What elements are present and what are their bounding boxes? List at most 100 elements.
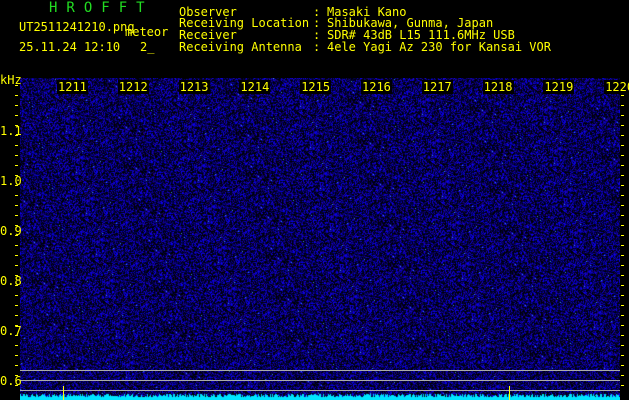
y-tick-mark	[15, 95, 18, 96]
y-tick-mark	[15, 375, 18, 376]
y-tick-mark	[621, 185, 624, 186]
y-tick-mark	[621, 235, 624, 236]
x-tick-label: 1214	[239, 80, 271, 94]
y-tick-mark	[621, 175, 624, 176]
y-tick-mark	[15, 305, 18, 306]
y-tick-mark	[621, 345, 624, 346]
y-tick-mark	[15, 105, 18, 106]
y-tick-label: 1.0	[0, 174, 22, 188]
y-tick-label: 0.8	[0, 274, 22, 288]
y-tick-mark	[15, 345, 18, 346]
y-tick-mark	[15, 295, 18, 296]
y-tick-mark	[15, 335, 18, 336]
y-tick-mark	[621, 95, 624, 96]
waterfall-spectrogram	[20, 78, 620, 400]
frequency-guide-line	[20, 390, 620, 391]
colon: :	[313, 40, 321, 54]
x-tick-label: 1212	[117, 80, 149, 94]
x-tick-label: 1219	[543, 80, 575, 94]
y-tick-mark	[15, 285, 18, 286]
colon: :	[313, 16, 321, 30]
y-tick-mark	[15, 85, 18, 86]
y-tick-mark	[15, 155, 18, 156]
y-tick-mark	[15, 175, 18, 176]
y-tick-mark	[15, 385, 18, 386]
y-axis-unit: kHz	[0, 73, 22, 87]
y-tick-mark	[15, 125, 18, 126]
y-tick-mark	[621, 265, 624, 266]
y-tick-mark	[621, 205, 624, 206]
y-tick-mark	[15, 225, 18, 226]
y-tick-mark	[621, 375, 624, 376]
colon: :	[313, 5, 321, 19]
y-tick-mark	[621, 115, 624, 116]
x-tick-label: 1213	[178, 80, 210, 94]
y-tick-mark	[15, 235, 18, 236]
x-tick-label: 1215	[300, 80, 332, 94]
y-tick-mark	[15, 255, 18, 256]
y-tick-mark	[621, 255, 624, 256]
y-tick-mark	[621, 225, 624, 226]
y-tick-mark	[15, 245, 18, 246]
info-label-location: Receiving Location	[179, 16, 310, 30]
frequency-guide-line	[20, 370, 620, 371]
y-tick-mark	[15, 265, 18, 266]
info-value-location: Shibukawa, Gunma, Japan	[327, 16, 494, 30]
y-tick-mark	[621, 315, 624, 316]
info-value-antenna: 4ele Yagi Az 230 for Kansai VOR	[327, 40, 551, 54]
datetime: 25.11.24 12:10	[19, 40, 121, 54]
mode-label: meteor	[125, 25, 169, 39]
y-tick-mark	[621, 125, 624, 126]
x-tick-label: 1217	[421, 80, 453, 94]
frequency-guide-line	[20, 380, 620, 381]
y-tick-mark	[15, 355, 18, 356]
y-tick-mark	[15, 165, 18, 166]
y-tick-mark	[621, 305, 624, 306]
y-tick-mark	[621, 135, 624, 136]
y-tick-mark	[621, 275, 624, 276]
app-title: HROFFT	[49, 0, 154, 16]
detection-marker	[509, 386, 510, 400]
y-tick-mark	[15, 325, 18, 326]
y-tick-mark	[621, 165, 624, 166]
detection-marker	[63, 386, 64, 400]
x-tick-label: 1218	[482, 80, 514, 94]
y-tick-mark	[621, 355, 624, 356]
y-tick-mark	[15, 115, 18, 116]
y-tick-mark	[15, 135, 18, 136]
y-tick-mark	[621, 245, 624, 246]
x-tick-label: 1211	[57, 80, 88, 94]
info-value-receiver: SDR# 43dB L15 111.6MHz USB	[327, 28, 515, 42]
y-tick-mark	[621, 215, 624, 216]
y-tick-mark	[15, 365, 18, 366]
y-tick-mark	[621, 195, 624, 196]
y-tick-mark	[621, 105, 624, 106]
y-tick-mark	[15, 185, 18, 186]
info-label-antenna: Receiving Antenna	[179, 40, 302, 54]
y-tick-mark	[621, 385, 624, 386]
y-tick-mark	[621, 285, 624, 286]
info-label-receiver: Receiver	[179, 28, 237, 42]
info-value-observer: Masaki Kano	[327, 5, 407, 19]
y-tick-mark	[621, 335, 624, 336]
y-tick-mark	[621, 145, 624, 146]
x-tick-label: 1216	[361, 80, 392, 94]
detection-count: 2_	[140, 40, 155, 54]
y-tick-mark	[15, 275, 18, 276]
colon: :	[313, 28, 321, 42]
y-tick-mark	[15, 205, 18, 206]
y-tick-mark	[621, 365, 624, 366]
filename: UT2511241210.png	[19, 20, 135, 34]
y-tick-label: 0.7	[0, 324, 22, 338]
y-tick-label: 0.6	[0, 374, 22, 388]
x-tick-label: 1220	[604, 80, 629, 94]
y-tick-label: 1.1	[0, 124, 22, 138]
info-label-observer: Observer	[179, 5, 237, 19]
y-tick-mark	[621, 295, 624, 296]
y-tick-mark	[621, 155, 624, 156]
y-tick-mark	[621, 325, 624, 326]
y-tick-label: 0.9	[0, 224, 22, 238]
y-tick-mark	[15, 195, 18, 196]
y-tick-mark	[15, 215, 18, 216]
y-tick-mark	[15, 145, 18, 146]
